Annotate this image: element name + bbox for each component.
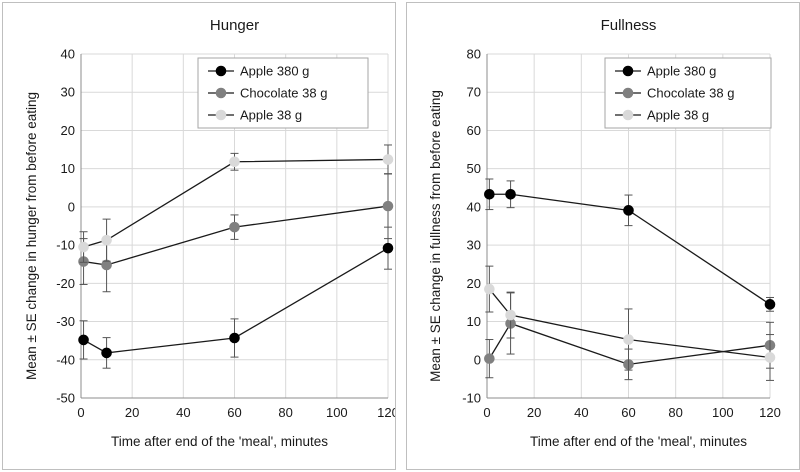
series-chocolate-38-g bbox=[78, 173, 394, 293]
y-tick-label: 20 bbox=[467, 276, 481, 291]
legend-marker bbox=[215, 87, 227, 99]
y-tick-label: 30 bbox=[61, 85, 75, 100]
data-point bbox=[623, 334, 634, 345]
legend-marker bbox=[622, 87, 634, 99]
x-tick-label: 40 bbox=[574, 405, 588, 420]
series-line bbox=[83, 158, 389, 248]
y-tick-label: 50 bbox=[467, 161, 481, 176]
y-tick-label: -30 bbox=[56, 314, 75, 329]
series-apple-38-g bbox=[484, 265, 776, 381]
y-tick-label: 40 bbox=[61, 47, 75, 62]
data-point bbox=[484, 188, 495, 200]
x-axis-label: Time after end of the 'meal', minutes bbox=[111, 434, 328, 449]
y-axis-label: Mean ± SE change in hunger from before e… bbox=[24, 92, 39, 380]
chart-title: Fullness bbox=[601, 17, 657, 34]
y-tick-label: 60 bbox=[467, 123, 481, 138]
series-apple-38-g bbox=[78, 144, 394, 263]
data-point bbox=[229, 156, 240, 168]
series-line bbox=[83, 205, 389, 266]
y-tick-label: -50 bbox=[56, 391, 75, 406]
data-point bbox=[101, 347, 112, 359]
y-tick-label: 40 bbox=[467, 199, 481, 214]
legend-label: Apple 38 g bbox=[240, 108, 302, 123]
hunger-chart-panel: Hunger -50 -40 -30 -20 -10 0 10 20 30 40 0 20 40 60 80 1… bbox=[2, 2, 396, 470]
x-tick-label: 60 bbox=[621, 405, 635, 420]
x-axis-label: Time after end of the 'meal', minutes bbox=[530, 434, 747, 449]
y-tick-label: -20 bbox=[56, 276, 75, 291]
legend-label: Apple 38 g bbox=[647, 108, 709, 123]
legend-marker bbox=[215, 65, 227, 77]
y-tick-label: 0 bbox=[68, 199, 75, 214]
y-tick-label: 0 bbox=[474, 352, 481, 367]
x-tick-label: 60 bbox=[227, 405, 241, 420]
series-line bbox=[488, 322, 771, 366]
series-line bbox=[488, 288, 771, 359]
hunger-chart: Hunger -50 -40 -30 -20 -10 0 10 20 30 40 0 20 40 60 80 1… bbox=[24, 17, 395, 449]
series-apple-380-g bbox=[78, 226, 394, 369]
y-tick-label: -10 bbox=[462, 391, 481, 406]
data-point bbox=[505, 188, 516, 200]
legend-label: Chocolate 38 g bbox=[647, 86, 734, 101]
x-tick-label: 0 bbox=[77, 405, 84, 420]
fullness-chart-panel: Fullness -10 0 10 20 30 40 50 60 70 80 0 20 40 60 80 100… bbox=[406, 2, 800, 470]
x-tick-label: 40 bbox=[176, 405, 190, 420]
chart-title: Hunger bbox=[210, 17, 259, 34]
y-tick-label: -40 bbox=[56, 352, 75, 367]
x-tick-label: 100 bbox=[326, 405, 348, 420]
x-tick-label: 0 bbox=[483, 405, 490, 420]
data-point bbox=[78, 334, 89, 346]
data-point bbox=[764, 352, 776, 363]
data-point bbox=[229, 221, 240, 233]
x-tick-label: 120 bbox=[377, 405, 395, 420]
data-point bbox=[382, 200, 394, 212]
legend-label: Apple 380 g bbox=[647, 64, 716, 79]
x-tick-label: 120 bbox=[759, 405, 781, 420]
y-tick-label: 80 bbox=[467, 47, 481, 62]
series-line bbox=[83, 247, 389, 354]
y-tick-label: 30 bbox=[467, 238, 481, 253]
y-tick-label: 70 bbox=[467, 85, 481, 100]
legend: Apple 380 g Chocolate 38 g Apple 38 g bbox=[197, 57, 369, 129]
data-point bbox=[382, 242, 394, 254]
data-point bbox=[505, 309, 516, 321]
series-line bbox=[489, 193, 771, 305]
data-point bbox=[484, 283, 495, 295]
data-point bbox=[78, 241, 89, 253]
data-point bbox=[382, 154, 394, 165]
legend-marker bbox=[622, 109, 634, 121]
legend-marker bbox=[622, 65, 634, 77]
x-tick-label: 100 bbox=[712, 405, 734, 420]
x-tick-label: 80 bbox=[278, 405, 292, 420]
data-point bbox=[484, 353, 495, 364]
y-tick-label: -10 bbox=[56, 238, 75, 253]
legend-label: Apple 380 g bbox=[240, 64, 309, 79]
x-tick-label: 20 bbox=[527, 405, 541, 420]
data-point bbox=[101, 234, 112, 246]
legend: Apple 380 g Chocolate 38 g Apple 38 g bbox=[604, 57, 772, 129]
legend-marker bbox=[215, 109, 227, 121]
y-axis-label: Mean ± SE change in fullness from before… bbox=[428, 90, 443, 382]
data-point bbox=[623, 205, 634, 216]
x-tick-label: 20 bbox=[125, 405, 139, 420]
data-point bbox=[764, 299, 776, 310]
y-tick-label: 10 bbox=[61, 161, 75, 176]
series-apple-380-g bbox=[484, 178, 776, 312]
x-tick-label: 80 bbox=[668, 405, 682, 420]
data-point bbox=[229, 332, 240, 344]
y-tick-label: 20 bbox=[61, 123, 75, 138]
legend-label: Chocolate 38 g bbox=[240, 86, 327, 101]
y-tick-label: 10 bbox=[467, 314, 481, 329]
